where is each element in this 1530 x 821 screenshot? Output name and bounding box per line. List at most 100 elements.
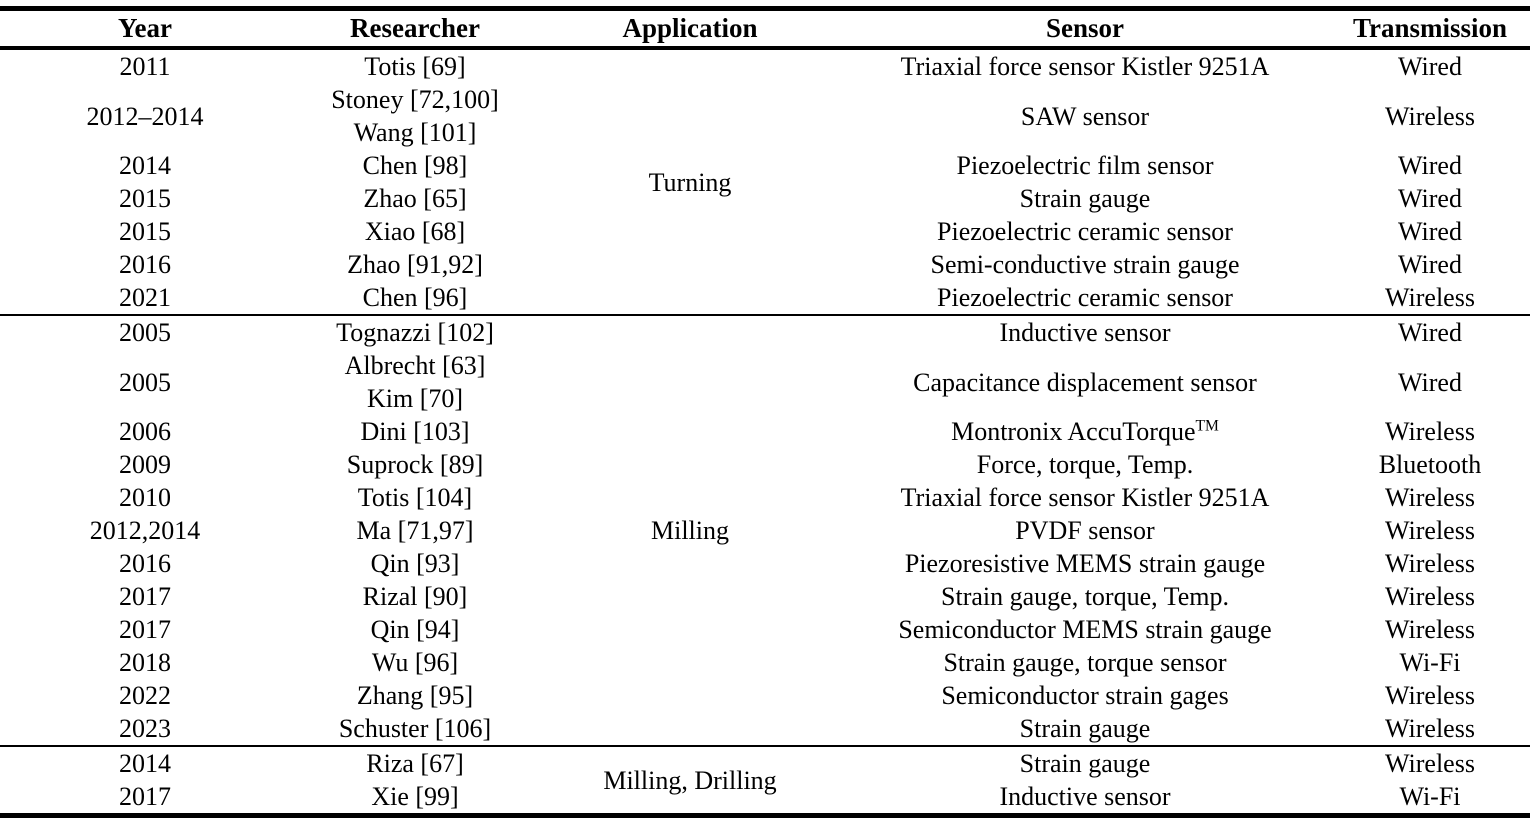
sensor-cell: Piezoelectric ceramic sensor (937, 217, 1233, 246)
transmission-cell: Wireless (1385, 483, 1475, 512)
researcher-cell: Totis [104] (290, 481, 540, 514)
table-row: 2011 Totis [69] Turning Triaxial force sens… (0, 48, 1530, 197)
researcher-line: Totis [69] (364, 52, 466, 81)
researcher-line: Xie [99] (371, 782, 459, 811)
sensor-cell: Piezoresistive MEMS strain gauge (904, 549, 1266, 578)
researcher-cell: Schuster [106] (290, 712, 540, 746)
year-cell: 2005 (119, 318, 171, 347)
table-row: 2017 Qin [94] Semiconductor MEMS strain ga… (0, 613, 1530, 646)
sensor-cell: Inductive sensor (999, 318, 1171, 347)
table-row: 2012,2014 Ma [71,97] PVDF sensor Wireless (0, 514, 1530, 547)
transmission-cell: Wired (1398, 217, 1462, 246)
year-cell: 2015 (119, 184, 171, 213)
researcher-line: Chen [96] (362, 283, 468, 312)
table-row: 2017 Xie [99] Inductive sensor Wi-Fi (0, 780, 1530, 816)
researcher-line: Zhang [95] (356, 681, 474, 710)
researcher-line: Wu [96] (371, 648, 459, 677)
transmission-cell: Bluetooth (1378, 450, 1482, 479)
transmission-cell: Wired (1398, 250, 1462, 279)
transmission-cell: Wireless (1385, 101, 1475, 131)
researcher-cell: Zhang [95] (290, 679, 540, 712)
researcher-cell: Tognazzi [102] (290, 315, 540, 349)
transmission-cell: Wi-Fi (1399, 782, 1461, 811)
researcher-cell: Wu [96] (290, 646, 540, 679)
researcher-cell: Ma [71,97] (290, 514, 540, 547)
researcher-line: Zhao [65] (363, 184, 467, 213)
researcher-cell: Zhao [65] (290, 182, 540, 215)
application-section-2: 2005 Tognazzi [102] Milling Inductive senso… (0, 315, 1530, 746)
year-cell: 2017 (119, 582, 171, 611)
column-header-year: Year (118, 13, 172, 43)
year-cell: 2014 (119, 749, 171, 778)
researcher-line: Riza [67] (366, 749, 464, 778)
year-cell: 2017 (119, 615, 171, 644)
researcher-line: Albrecht [63] (344, 351, 486, 380)
column-header-researcher: Researcher (350, 13, 480, 43)
researcher-line: Qin [93] (370, 549, 460, 578)
researcher-line: Suprock [89] (346, 450, 484, 479)
table-row: 2012–2014 Stoney [72,100] Wang [101] SAW se… (0, 83, 1530, 149)
sensor-cell: Strain gauge, torque sensor (943, 648, 1227, 677)
column-header-transmission: Transmission (1352, 13, 1508, 43)
sensor-cell: Strain gauge, torque, Temp. (941, 582, 1229, 611)
transmission-cell: Wireless (1385, 417, 1475, 446)
table-row: 2017 Rizal [90] Strain gauge, torque, Temp… (0, 580, 1530, 613)
table-row: 2016 Zhao [91,92] Semi-conductive strain g… (0, 248, 1530, 281)
sensor-cell: Strain gauge (1019, 184, 1151, 213)
table-row: 2021 Chen [96] Piezoelectric ceramic senso… (0, 281, 1530, 315)
header-row: Year Researcher Application Sensor Trans… (0, 8, 1530, 48)
sensor-cell: Triaxial force sensor Kistler 9251A (900, 52, 1270, 81)
year-cell: 2009 (119, 450, 171, 479)
table-row: 2006 Dini [103] Montronix AccuTorqueTM Wire… (0, 415, 1530, 448)
column-header-sensor: Sensor (1045, 13, 1124, 43)
sensor-cell: Piezoelectric ceramic sensor (937, 283, 1233, 312)
researcher-cell: Dini [103] (290, 415, 540, 448)
researcher-cell: Xiao [68] (290, 215, 540, 248)
table-row: 2016 Qin [93] Piezoresistive MEMS strain g… (0, 547, 1530, 580)
researcher-cell: Xie [99] (290, 780, 540, 816)
table-row: 2018 Wu [96] Strain gauge, torque sensor Wi… (0, 646, 1530, 679)
researcher-cell: Rizal [90] (290, 580, 540, 613)
researcher-cell: Chen [96] (290, 281, 540, 315)
sensor-cell: Piezoelectric film sensor (956, 151, 1214, 180)
researcher-cell: Qin [94] (290, 613, 540, 646)
application-cell: Turning (648, 167, 732, 197)
sensor-cell: Semi-conductive strain gauge (930, 250, 1240, 279)
sensor-cell: Capacitance displacement sensor (913, 367, 1257, 397)
year-cell: 2017 (119, 782, 171, 811)
table-row: 2015 Xiao [68] Piezoelectric ceramic senso… (0, 215, 1530, 248)
year-cell: 2010 (119, 483, 171, 512)
year-cell: 2018 (119, 648, 171, 677)
researcher-line: Chen [98] (362, 151, 468, 180)
researcher-line: Kim [70] (366, 384, 464, 413)
transmission-cell: Wireless (1385, 749, 1475, 778)
researcher-line: Tognazzi [102] (336, 318, 494, 347)
researcher-line: Stoney [72,100] (331, 85, 499, 114)
researcher-cell: Riza [67] (290, 746, 540, 780)
year-cell: 2014 (119, 151, 171, 180)
application-cell: Milling, Drilling (603, 765, 777, 795)
transmission-cell: Wireless (1385, 283, 1475, 312)
table-row: 2014 Chen [98] Piezoelectric film sensor Wi… (0, 149, 1530, 182)
researcher-cell: Suprock [89] (290, 448, 540, 481)
table-row: 2005 Tognazzi [102] Milling Inductive senso… (0, 315, 1530, 545)
researcher-line: Zhao [91,92] (347, 250, 483, 279)
researcher-line: Totis [104] (357, 483, 473, 512)
trademark-superscript: TM (1195, 417, 1219, 435)
researcher-line: Rizal [90] (362, 582, 468, 611)
year-cell: 2012–2014 (86, 101, 204, 131)
year-cell: 2022 (119, 681, 171, 710)
sensor-cell: SAW sensor (1020, 101, 1150, 131)
researcher-cell: Totis [69] (290, 48, 540, 83)
year-cell: 2021 (119, 283, 171, 312)
column-header-application: Application (622, 13, 758, 43)
application-section-3: 2014 Riza [67] Milling, Drilling Strain gau… (0, 746, 1530, 816)
transmission-cell: Wireless (1385, 615, 1475, 644)
sensor-cell: Semiconductor MEMS strain gauge (898, 615, 1272, 644)
researcher-cell: Zhao [91,92] (290, 248, 540, 281)
table-header: Year Researcher Application Sensor Trans… (0, 8, 1530, 48)
researcher-line: Ma [71,97] (356, 516, 474, 545)
application-cell: Milling (650, 516, 729, 545)
sensor-cell: Strain gauge (1019, 749, 1151, 778)
researcher-cell: Chen [98] (290, 149, 540, 182)
